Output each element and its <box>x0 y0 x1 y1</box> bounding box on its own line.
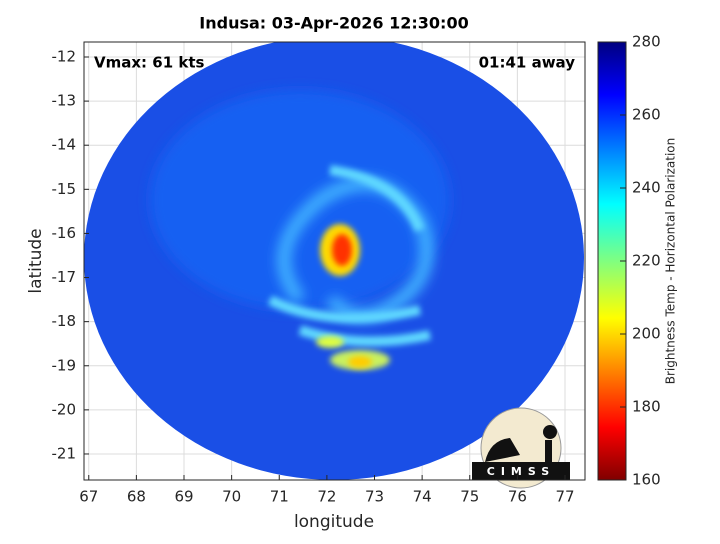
x-tick-label: 68 <box>127 488 146 506</box>
y-tick-label: -17 <box>52 268 77 286</box>
colorbar-tick-label: 220 <box>632 252 661 270</box>
band-hot <box>348 356 372 368</box>
plot-frame <box>83 41 586 481</box>
x-tick-label: 70 <box>222 488 241 506</box>
colorbar-label: Brightness Temp - Horizontal Polarizatio… <box>664 138 678 385</box>
x-tick-label: 69 <box>174 488 193 506</box>
eyewall-core <box>332 234 352 266</box>
x-tick-label: 71 <box>270 488 289 506</box>
logo-icons <box>485 438 552 462</box>
y-tick-label: -12 <box>52 47 77 65</box>
y-tick-label: -18 <box>52 312 77 330</box>
y-tick-label: -13 <box>52 92 77 110</box>
x-tick-label: 75 <box>460 488 479 506</box>
colorbar-tick-label: 260 <box>632 106 661 124</box>
swath-shade <box>150 90 450 310</box>
satellite-image <box>84 42 584 480</box>
annotation: Vmax: 61 kts <box>94 54 204 72</box>
chart-title: Indusa: 03-Apr-2026 12:30:00 <box>199 14 468 33</box>
colorbar-tick-label: 180 <box>632 398 661 416</box>
rain-band <box>267 165 432 347</box>
colorbar-tick-label: 240 <box>632 179 661 197</box>
y-tick-label: -20 <box>52 400 77 418</box>
band-hot <box>316 336 344 348</box>
x-tick-label: 73 <box>365 488 384 506</box>
x-tick-label: 72 <box>317 488 336 506</box>
y-tick-label: -16 <box>52 224 77 242</box>
logo: CIMSS <box>472 407 570 489</box>
logo-text: CIMSS <box>487 465 555 478</box>
logo-base <box>472 462 570 480</box>
x-tick-label: 74 <box>413 488 432 506</box>
y-tick-label: -15 <box>52 180 77 198</box>
x-tick-label: 77 <box>555 488 574 506</box>
colorbar-tick-label: 200 <box>632 325 661 343</box>
x-tick-label: 67 <box>79 488 98 506</box>
colorbar-tick-label: 280 <box>632 33 661 51</box>
y-tick-label: -21 <box>52 444 77 462</box>
y-axis-label: latitude <box>26 228 46 293</box>
annotation: 01:41 away <box>479 54 576 72</box>
colorbar-tick-label: 160 <box>632 471 661 489</box>
y-tick-label: -19 <box>52 356 77 374</box>
y-tick-label: -14 <box>52 136 77 154</box>
x-axis-label: longitude <box>294 512 374 532</box>
logo-tower <box>543 425 557 439</box>
x-tick-label: 76 <box>508 488 527 506</box>
